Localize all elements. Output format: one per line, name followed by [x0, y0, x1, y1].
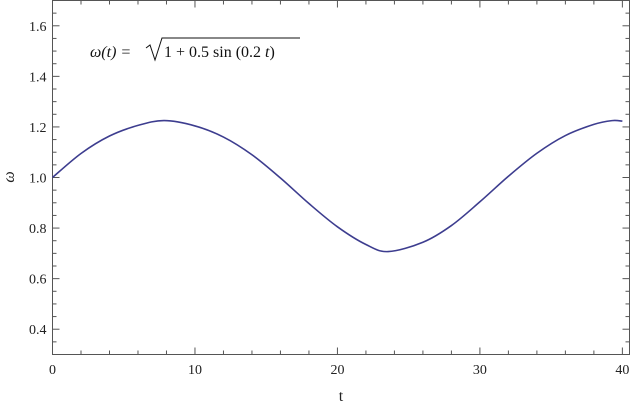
axis-ticks — [52, 0, 630, 355]
y-tick-label: 0.4 — [29, 323, 47, 338]
x-tick-label: 10 — [188, 363, 202, 378]
radicand-part-a: 1 + 0.5 sin (0.2 — [164, 44, 265, 61]
x-tick-label: 30 — [473, 363, 487, 378]
radical-sign — [145, 37, 300, 62]
y-tick-label: 1.4 — [29, 70, 47, 85]
formula-radicand: 1 + 0.5 sin (0.2 t) — [164, 44, 275, 61]
omega-curve — [51, 119, 623, 253]
y-tick-label: 1.6 — [29, 20, 47, 35]
radicand-variable: t — [265, 44, 270, 61]
y-axis-label: ω — [1, 171, 18, 182]
y-tick-label: 0.6 — [29, 273, 47, 288]
plot-frame — [52, 0, 630, 355]
formula-lhs-text: ω(t) = — [90, 44, 135, 61]
y-tick-label: 1.2 — [29, 121, 47, 136]
radicand-part-b: ) — [269, 44, 274, 61]
x-tick-label: 20 — [330, 363, 344, 378]
x-axis-label: t — [339, 388, 344, 405]
formula-lhs: ω(t) = — [90, 44, 135, 61]
y-tick-label: 0.8 — [29, 222, 47, 237]
x-tick-label: 40 — [615, 363, 629, 378]
tick-labels: 0 10 20 30 40 0.4 0.6 0.8 1.0 1.2 1.4 1.6 — [29, 20, 629, 378]
formula-annotation: ω(t) = 1 + 0.5 sin (0.2 t) — [90, 37, 300, 62]
x-tick-label: 0 — [49, 363, 56, 378]
y-tick-label: 1.0 — [29, 172, 47, 187]
